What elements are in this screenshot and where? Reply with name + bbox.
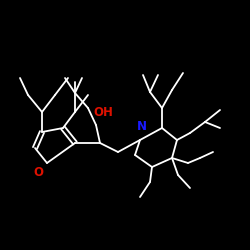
Text: O: O [33,166,43,178]
Text: OH: OH [93,106,113,118]
Text: N: N [137,120,147,134]
